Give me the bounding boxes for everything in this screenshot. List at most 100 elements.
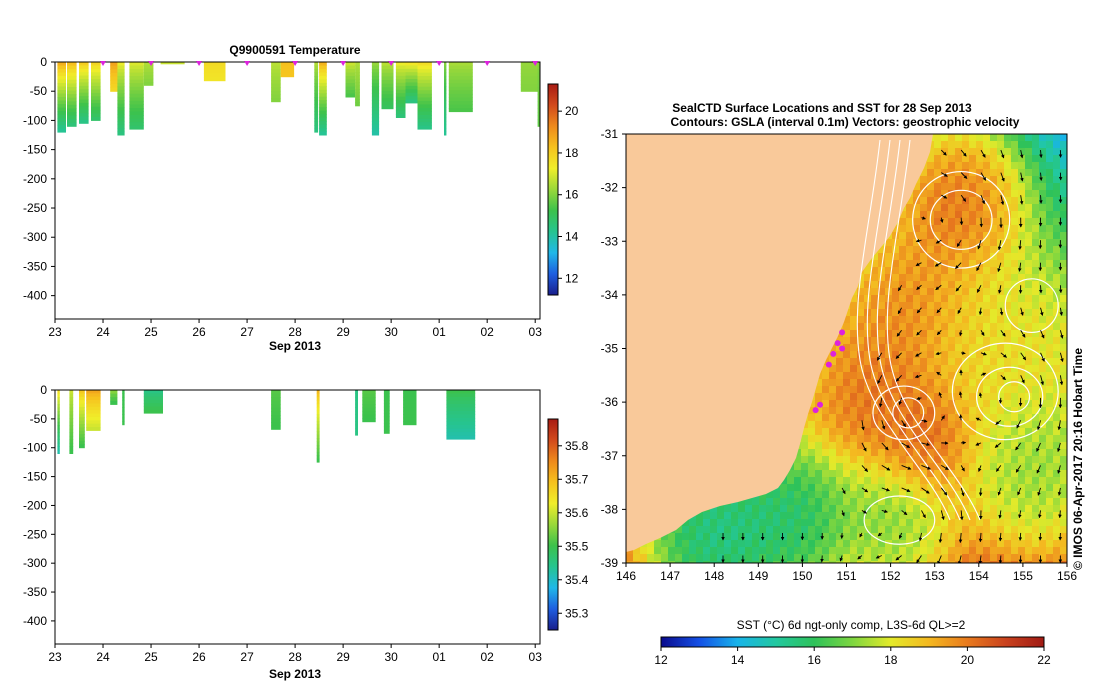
sst-cell — [1011, 554, 1018, 561]
salinity-profile-cell — [316, 403, 320, 408]
sst-colorbar-gradient — [660, 636, 1045, 648]
sst-cell — [976, 204, 983, 211]
sst-cell — [1046, 281, 1053, 288]
sst-cell — [1011, 414, 1018, 421]
sst-cell — [808, 463, 815, 470]
sst-cell — [1053, 428, 1060, 435]
temperature-profile-cell — [271, 62, 281, 67]
salinity-profile-cell — [57, 439, 60, 444]
sst-cell — [906, 218, 913, 225]
sst-cell — [1025, 393, 1032, 400]
sst-cell — [1046, 309, 1053, 316]
sst-cell — [822, 428, 829, 435]
sst-cell — [843, 449, 850, 456]
salinity-profile-cell — [143, 390, 163, 394]
sst-cell — [1039, 463, 1046, 470]
sst-cell — [689, 554, 696, 561]
sst-cell — [1046, 463, 1053, 470]
temperature-profile-cell — [319, 93, 327, 98]
sst-cell — [934, 232, 941, 239]
sst-cell — [899, 470, 906, 477]
salinity-profile-cell — [69, 404, 74, 409]
sst-cell — [850, 561, 857, 563]
sst-cell — [997, 134, 1004, 141]
sst-cell — [864, 358, 871, 365]
velocity-arrow — [875, 555, 882, 559]
temperature-profile-cell — [371, 128, 380, 133]
sst-cell — [955, 498, 962, 505]
sst-cell — [962, 190, 969, 197]
sst-cell — [962, 134, 969, 141]
sst-cell — [927, 477, 934, 484]
sst-cell — [913, 365, 920, 372]
sst-cell — [948, 288, 955, 295]
sst-cell — [801, 484, 808, 491]
sst-cell — [1004, 344, 1011, 351]
sst-cell — [955, 162, 962, 169]
sst-cell — [899, 526, 906, 533]
sst-cell — [955, 267, 962, 274]
sst-cell — [1011, 337, 1018, 344]
geostrophic-velocity-vectors — [721, 149, 1064, 563]
temperature-profile-cell — [91, 82, 101, 87]
velocity-arrow — [939, 217, 944, 223]
sst-cell — [696, 547, 703, 554]
sst-cell — [682, 554, 689, 561]
sst-cell — [997, 526, 1004, 533]
temperature-profile-cell — [129, 62, 144, 66]
salinity-colorbar: 35.335.435.535.635.735.8 — [547, 418, 589, 631]
sst-cell — [1025, 155, 1032, 162]
sst-cell — [1004, 351, 1011, 358]
sst-cell — [759, 498, 766, 505]
sst-cell — [1046, 169, 1053, 176]
velocity-arrow — [998, 285, 1002, 294]
salinity-profile-cell — [122, 414, 125, 419]
salinity-profile-cell — [316, 407, 320, 412]
sst-cell — [1039, 540, 1046, 547]
sst-cell — [913, 519, 920, 526]
sst-cell — [906, 295, 913, 302]
velocity-arrow — [959, 217, 964, 226]
sst-cell — [1060, 183, 1067, 190]
sst-cell — [969, 498, 976, 505]
sst-cell — [1046, 148, 1053, 155]
sst-cell — [1060, 372, 1067, 379]
sst-cell — [1053, 372, 1060, 379]
sst-cell — [850, 323, 857, 330]
sst-cell — [654, 554, 661, 561]
sst-cell — [892, 484, 899, 491]
temperature-profile-cell — [91, 110, 101, 114]
sst-cell — [934, 288, 941, 295]
sst-cell — [1018, 141, 1025, 148]
velocity-arrow — [940, 510, 945, 521]
sst-cell — [941, 358, 948, 365]
velocity-arrow — [978, 465, 982, 472]
temperature-profile-cell — [79, 75, 89, 80]
sst-cell — [878, 316, 885, 323]
velocity-arrow — [861, 442, 867, 452]
sst-cell — [850, 449, 857, 456]
sst-cell — [1039, 351, 1046, 358]
sst-cell — [934, 442, 941, 449]
temperature-profile-cell — [371, 72, 380, 77]
temperature-profile-cell — [417, 86, 432, 91]
temperature-profile-cell — [444, 96, 447, 101]
sst-cell — [696, 540, 703, 547]
temperature-profile-cell — [520, 62, 540, 67]
sst-cell — [927, 435, 934, 442]
sst-cell — [941, 442, 948, 449]
sst-cell — [899, 281, 906, 288]
sst-cell — [857, 351, 864, 358]
temperature-y-tick-label: -250 — [23, 201, 47, 215]
sst-cell — [948, 148, 955, 155]
sst-cell — [885, 498, 892, 505]
sst-cell — [1053, 288, 1060, 295]
sst-cell — [1053, 505, 1060, 512]
sst-cell — [976, 302, 983, 309]
sst-cell — [920, 470, 927, 477]
sst-cell — [899, 302, 906, 309]
sst-cell — [1039, 274, 1046, 281]
velocity-arrow — [915, 262, 922, 266]
sst-cell — [969, 393, 976, 400]
sst-cell — [990, 134, 997, 141]
